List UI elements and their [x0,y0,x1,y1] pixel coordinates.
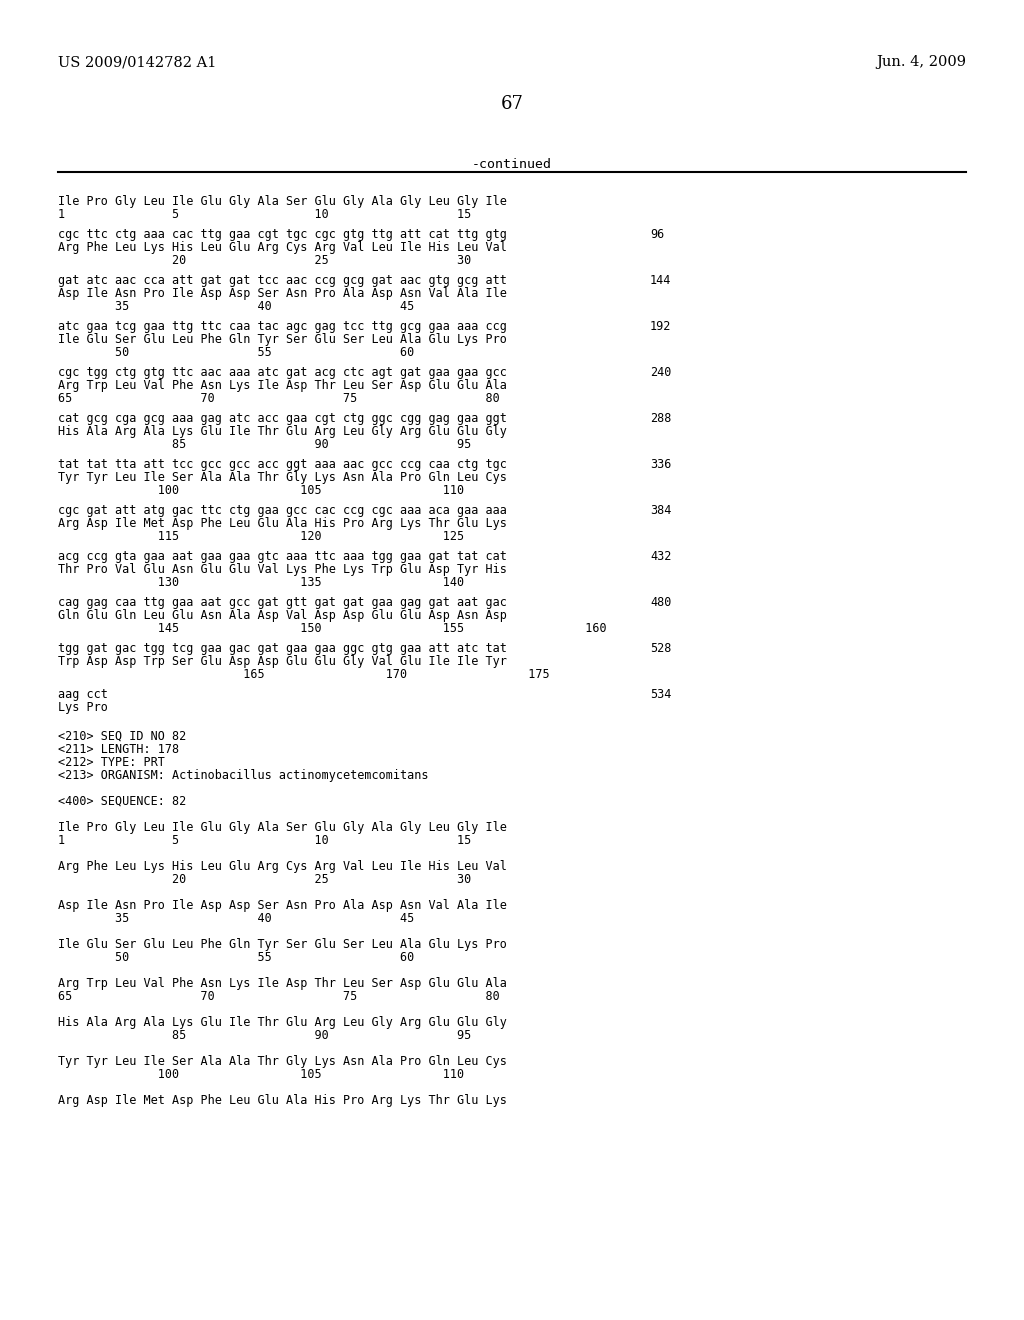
Text: 20                  25                  30: 20 25 30 [58,873,471,886]
Text: <211> LENGTH: 178: <211> LENGTH: 178 [58,743,179,756]
Text: gat atc aac cca att gat gat tcc aac ccg gcg gat aac gtg gcg att: gat atc aac cca att gat gat tcc aac ccg … [58,275,507,286]
Text: 534: 534 [650,688,672,701]
Text: 50                  55                  60: 50 55 60 [58,346,415,359]
Text: Gln Glu Gln Leu Glu Asn Ala Asp Val Asp Asp Glu Glu Asp Asn Asp: Gln Glu Gln Leu Glu Asn Ala Asp Val Asp … [58,609,507,622]
Text: 240: 240 [650,366,672,379]
Text: cat gcg cga gcg aaa gag atc acc gaa cgt ctg ggc cgg gag gaa ggt: cat gcg cga gcg aaa gag atc acc gaa cgt … [58,412,507,425]
Text: Arg Trp Leu Val Phe Asn Lys Ile Asp Thr Leu Ser Asp Glu Glu Ala: Arg Trp Leu Val Phe Asn Lys Ile Asp Thr … [58,977,507,990]
Text: Arg Trp Leu Val Phe Asn Lys Ile Asp Thr Leu Ser Asp Glu Glu Ala: Arg Trp Leu Val Phe Asn Lys Ile Asp Thr … [58,379,507,392]
Text: <400> SEQUENCE: 82: <400> SEQUENCE: 82 [58,795,186,808]
Text: Arg Asp Ile Met Asp Phe Leu Glu Ala His Pro Arg Lys Thr Glu Lys: Arg Asp Ile Met Asp Phe Leu Glu Ala His … [58,1094,507,1107]
Text: Ile Glu Ser Glu Leu Phe Gln Tyr Ser Glu Ser Leu Ala Glu Lys Pro: Ile Glu Ser Glu Leu Phe Gln Tyr Ser Glu … [58,333,507,346]
Text: Ile Pro Gly Leu Ile Glu Gly Ala Ser Glu Gly Ala Gly Leu Gly Ile: Ile Pro Gly Leu Ile Glu Gly Ala Ser Glu … [58,821,507,834]
Text: 288: 288 [650,412,672,425]
Text: 384: 384 [650,504,672,517]
Text: 192: 192 [650,319,672,333]
Text: Arg Phe Leu Lys His Leu Glu Arg Cys Arg Val Leu Ile His Leu Val: Arg Phe Leu Lys His Leu Glu Arg Cys Arg … [58,861,507,873]
Text: 528: 528 [650,642,672,655]
Text: cgc gat att atg gac ttc ctg gaa gcc cac ccg cgc aaa aca gaa aaa: cgc gat att atg gac ttc ctg gaa gcc cac … [58,504,507,517]
Text: 432: 432 [650,550,672,564]
Text: His Ala Arg Ala Lys Glu Ile Thr Glu Arg Leu Gly Arg Glu Glu Gly: His Ala Arg Ala Lys Glu Ile Thr Glu Arg … [58,1016,507,1030]
Text: Ile Glu Ser Glu Leu Phe Gln Tyr Ser Glu Ser Leu Ala Glu Lys Pro: Ile Glu Ser Glu Leu Phe Gln Tyr Ser Glu … [58,939,507,950]
Text: 1               5                   10                  15: 1 5 10 15 [58,209,471,220]
Text: 50                  55                  60: 50 55 60 [58,950,415,964]
Text: 480: 480 [650,597,672,609]
Text: 85                  90                  95: 85 90 95 [58,1030,471,1041]
Text: 96: 96 [650,228,665,242]
Text: acg ccg gta gaa aat gaa gaa gtc aaa ttc aaa tgg gaa gat tat cat: acg ccg gta gaa aat gaa gaa gtc aaa ttc … [58,550,507,564]
Text: tat tat tta att tcc gcc gcc acc ggt aaa aac gcc ccg caa ctg tgc: tat tat tta att tcc gcc gcc acc ggt aaa … [58,458,507,471]
Text: His Ala Arg Ala Lys Glu Ile Thr Glu Arg Leu Gly Arg Glu Glu Gly: His Ala Arg Ala Lys Glu Ile Thr Glu Arg … [58,425,507,438]
Text: 145                 150                 155                 160: 145 150 155 160 [58,622,606,635]
Text: <210> SEQ ID NO 82: <210> SEQ ID NO 82 [58,730,186,743]
Text: 165                 170                 175: 165 170 175 [58,668,550,681]
Text: 100                 105                 110: 100 105 110 [58,484,464,498]
Text: 35                  40                  45: 35 40 45 [58,912,415,925]
Text: aag cct: aag cct [58,688,108,701]
Text: 144: 144 [650,275,672,286]
Text: Trp Asp Asp Trp Ser Glu Asp Asp Glu Glu Gly Val Glu Ile Ile Tyr: Trp Asp Asp Trp Ser Glu Asp Asp Glu Glu … [58,655,507,668]
Text: 115                 120                 125: 115 120 125 [58,531,464,543]
Text: <213> ORGANISM: Actinobacillus actinomycetemcomitans: <213> ORGANISM: Actinobacillus actinomyc… [58,770,428,781]
Text: Arg Asp Ile Met Asp Phe Leu Glu Ala His Pro Arg Lys Thr Glu Lys: Arg Asp Ile Met Asp Phe Leu Glu Ala His … [58,517,507,531]
Text: Jun. 4, 2009: Jun. 4, 2009 [876,55,966,69]
Text: 67: 67 [501,95,523,114]
Text: Asp Ile Asn Pro Ile Asp Asp Ser Asn Pro Ala Asp Asn Val Ala Ile: Asp Ile Asn Pro Ile Asp Asp Ser Asn Pro … [58,286,507,300]
Text: Tyr Tyr Leu Ile Ser Ala Ala Thr Gly Lys Asn Ala Pro Gln Leu Cys: Tyr Tyr Leu Ile Ser Ala Ala Thr Gly Lys … [58,471,507,484]
Text: 336: 336 [650,458,672,471]
Text: 100                 105                 110: 100 105 110 [58,1068,464,1081]
Text: cgc ttc ctg aaa cac ttg gaa cgt tgc cgc gtg ttg att cat ttg gtg: cgc ttc ctg aaa cac ttg gaa cgt tgc cgc … [58,228,507,242]
Text: 35                  40                  45: 35 40 45 [58,300,415,313]
Text: 20                  25                  30: 20 25 30 [58,253,471,267]
Text: 1               5                   10                  15: 1 5 10 15 [58,834,471,847]
Text: 65                  70                  75                  80: 65 70 75 80 [58,990,500,1003]
Text: Lys Pro: Lys Pro [58,701,108,714]
Text: 85                  90                  95: 85 90 95 [58,438,471,451]
Text: Asp Ile Asn Pro Ile Asp Asp Ser Asn Pro Ala Asp Asn Val Ala Ile: Asp Ile Asn Pro Ile Asp Asp Ser Asn Pro … [58,899,507,912]
Text: atc gaa tcg gaa ttg ttc caa tac agc gag tcc ttg gcg gaa aaa ccg: atc gaa tcg gaa ttg ttc caa tac agc gag … [58,319,507,333]
Text: US 2009/0142782 A1: US 2009/0142782 A1 [58,55,216,69]
Text: 65                  70                  75                  80: 65 70 75 80 [58,392,500,405]
Text: Ile Pro Gly Leu Ile Glu Gly Ala Ser Glu Gly Ala Gly Leu Gly Ile: Ile Pro Gly Leu Ile Glu Gly Ala Ser Glu … [58,195,507,209]
Text: <212> TYPE: PRT: <212> TYPE: PRT [58,756,165,770]
Text: cag gag caa ttg gaa aat gcc gat gtt gat gat gaa gag gat aat gac: cag gag caa ttg gaa aat gcc gat gtt gat … [58,597,507,609]
Text: Arg Phe Leu Lys His Leu Glu Arg Cys Arg Val Leu Ile His Leu Val: Arg Phe Leu Lys His Leu Glu Arg Cys Arg … [58,242,507,253]
Text: tgg gat gac tgg tcg gaa gac gat gaa gaa ggc gtg gaa att atc tat: tgg gat gac tgg tcg gaa gac gat gaa gaa … [58,642,507,655]
Text: -continued: -continued [472,158,552,172]
Text: 130                 135                 140: 130 135 140 [58,576,464,589]
Text: Thr Pro Val Glu Asn Glu Glu Val Lys Phe Lys Trp Glu Asp Tyr His: Thr Pro Val Glu Asn Glu Glu Val Lys Phe … [58,564,507,576]
Text: cgc tgg ctg gtg ttc aac aaa atc gat acg ctc agt gat gaa gaa gcc: cgc tgg ctg gtg ttc aac aaa atc gat acg … [58,366,507,379]
Text: Tyr Tyr Leu Ile Ser Ala Ala Thr Gly Lys Asn Ala Pro Gln Leu Cys: Tyr Tyr Leu Ile Ser Ala Ala Thr Gly Lys … [58,1055,507,1068]
